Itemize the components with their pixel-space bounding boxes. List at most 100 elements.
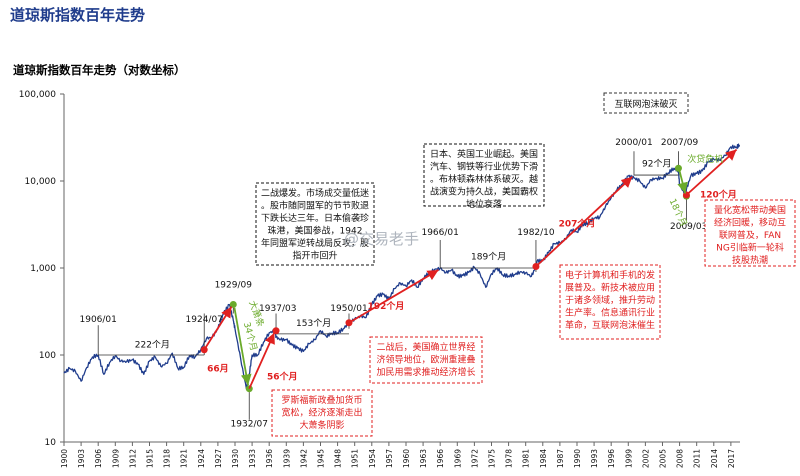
note-computer-line: 展普及。新技术被应用 [565, 282, 655, 294]
note-ww2-line: 年同盟军逆转战局反攻，股 [261, 237, 369, 249]
note-ww2-line: 珠港，美国参战，1942 [268, 225, 363, 237]
x-tick-label: 1957 [385, 449, 394, 468]
x-tick-label: 1990 [573, 449, 582, 468]
duration-207: 207个月 [559, 217, 596, 229]
duration-92: 92个月 [642, 159, 671, 170]
note-new-deal-line: 大萧条阴影 [299, 419, 344, 431]
x-tick-label: 1915 [145, 449, 154, 468]
x-tick-label: 1966 [436, 449, 445, 468]
note-ww2-box [255, 182, 375, 266]
x-tick-label: 1921 [180, 449, 189, 468]
note-ww2-line: 。股市随同盟军的节节败退 [261, 200, 369, 212]
note-qe-line: 技股热潮 [732, 254, 768, 266]
duration-192: 192个月 [368, 300, 405, 312]
note-1966-line: 战演变为持久战，美国霸权 [430, 186, 538, 198]
dow-jones-series-line [63, 143, 741, 390]
x-tick-label: 1945 [316, 449, 325, 468]
x-tick-label: 1906 [94, 449, 103, 468]
rise-arrow-1932 [248, 332, 276, 390]
date-label-1924: 1924/07 [186, 315, 223, 325]
note-postwar-box [369, 336, 483, 384]
x-tick-label: 1993 [590, 449, 599, 468]
date-label-1982: 1982/10 [517, 228, 555, 238]
note-qe-line: 联网普及，FAN [719, 229, 781, 241]
page-title: 道琼斯指数百年走势 [10, 6, 146, 24]
note-computer-box [559, 264, 661, 340]
x-tick-label: 1924 [197, 449, 206, 468]
note-ww2-line: 下跌长达三年。日本偷袭珍 [261, 212, 369, 224]
x-tick-label: 1987 [556, 449, 565, 468]
date-label-1932: 1932/07 [231, 420, 268, 430]
date-label-1929: 1929/09 [215, 280, 253, 290]
rise-arrow-2009 [685, 148, 738, 196]
note-postwar-line: 加民用需求推动经济增长 [376, 366, 475, 378]
date-label-2007: 2007/09 [661, 138, 699, 148]
date-label-1937: 1937/03 [259, 304, 296, 314]
x-tick-label: 1963 [419, 449, 428, 468]
x-tick-label: 2017 [727, 449, 736, 468]
y-tick-label: 10,000 [25, 177, 57, 187]
note-ww2-line: 指开市回升 [292, 250, 337, 262]
note-1966-line: 。布林顿森林体系破灭。越 [430, 173, 538, 185]
x-tick-label: 2008 [676, 449, 685, 468]
y-tick-label: 100 [39, 351, 56, 361]
fall-arrow-2007 [677, 170, 688, 194]
note-new-deal-line: 宽松，经济逐渐走出 [281, 407, 362, 419]
duration-56: 56个月 [267, 371, 298, 383]
x-tick-label: 1936 [265, 449, 274, 468]
x-tick-label: 1954 [368, 449, 377, 468]
note-qe-line: 量化宽松带动美国 [714, 204, 786, 216]
x-tick-label: 1969 [453, 449, 462, 468]
x-tick-label: 1984 [539, 449, 548, 468]
date-label-2009: 2009/03 [670, 222, 707, 232]
x-tick-label: 2005 [658, 449, 667, 468]
event-subprime-crisis: 次贷危机 [687, 153, 723, 165]
note-postwar-line: 济领导地位，欧洲重建叠 [376, 354, 475, 366]
x-tick-label: 1930 [231, 449, 240, 468]
peak-dot [674, 164, 682, 172]
note-postwar-line: 二战后，美国确立世界经 [376, 341, 475, 353]
date-label-2000: 2000/01 [615, 138, 652, 148]
x-tick-label: 1939 [282, 449, 291, 468]
x-tick-label: 1927 [214, 449, 223, 468]
x-tick-label: 2011 [693, 449, 702, 468]
duration-120: 120个月 [700, 188, 737, 200]
y-tick-label: 10 [45, 438, 57, 448]
duration-189: 189个月 [471, 252, 506, 263]
date-label-1906: 1906/01 [80, 315, 117, 325]
rise-arrow-1950 [348, 269, 439, 324]
x-tick-label: 1909 [111, 449, 120, 468]
x-tick-label: 2002 [641, 449, 650, 468]
x-tick-label: 1978 [505, 449, 514, 468]
x-tick-label: 2014 [710, 449, 719, 468]
rise-arrow-1924 [203, 306, 233, 351]
x-tick-label: 1999 [624, 449, 633, 468]
x-tick-label: 1933 [248, 449, 257, 468]
x-tick-label: 1942 [299, 449, 308, 468]
x-tick-label: 1918 [163, 449, 172, 468]
x-tick-label: 1960 [402, 449, 411, 468]
peak-dot [229, 300, 237, 308]
date-label-1950: 1950/01 [330, 304, 367, 314]
y-tick-label: 1,000 [30, 264, 56, 274]
date-label-1966: 1966/01 [421, 228, 458, 238]
x-tick-label: 1912 [128, 449, 137, 468]
note-new-deal-line: 罗斯福新政叠加货币 [281, 394, 362, 406]
chart-title: 道琼斯指数百年走势（对数坐标） [13, 63, 186, 77]
event-bubble-box [603, 92, 689, 114]
note-1966-line: 汽车、钢铁等行业优势下滑 [430, 161, 538, 173]
note-1966-line: 日本、英国工业崛起。美国 [430, 148, 538, 160]
note-computer-line: 于诸多领域，推升劳动 [565, 294, 655, 306]
note-new-deal-box [271, 389, 373, 437]
x-tick-label: 1951 [351, 449, 360, 468]
event-internet-bubble: 互联网泡沫破灭 [614, 98, 677, 110]
start-dot [272, 327, 280, 335]
note-qe-line: NG引临新一轮科 [716, 242, 784, 254]
y-tick-label: 100,000 [19, 90, 56, 100]
note-1966-line: 地位衰落 [466, 198, 502, 210]
x-tick-label: 1903 [77, 449, 86, 468]
note-ww2-line: 二战爆发。市场成交量低迷 [261, 187, 369, 199]
duration-153: 153个月 [296, 318, 331, 329]
note-computer-line: 革命，互联网泡沫催生 [565, 319, 655, 331]
